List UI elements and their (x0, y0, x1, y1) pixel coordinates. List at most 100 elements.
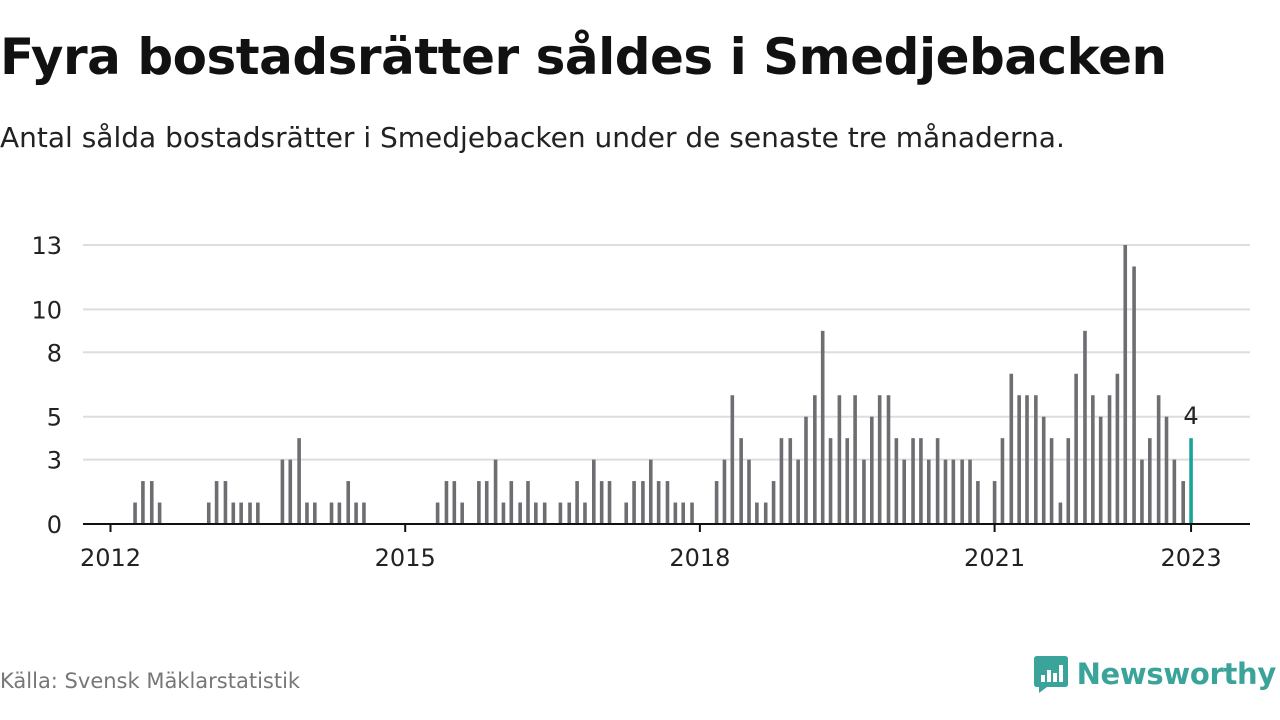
bar (1000, 438, 1005, 524)
bar (1132, 266, 1136, 524)
page-subtitle: Antal sålda bostadsrätter i Smedjebacken… (0, 121, 1065, 154)
y-tick-label: 13 (31, 232, 62, 260)
bar (870, 416, 874, 524)
bar (763, 502, 768, 524)
bar (1041, 416, 1046, 524)
gridlines (83, 244, 1250, 461)
bar (248, 502, 252, 524)
bar (804, 416, 808, 524)
bar (747, 459, 751, 524)
bar (1025, 395, 1029, 524)
bar (583, 502, 587, 524)
bar (305, 502, 309, 524)
bar (739, 438, 743, 524)
bar (477, 481, 481, 524)
bar (877, 395, 882, 524)
bar (681, 502, 685, 524)
bar (444, 481, 449, 524)
bar (935, 438, 940, 524)
bar (484, 481, 489, 524)
bar (567, 502, 572, 524)
bar (501, 502, 506, 524)
bar (624, 502, 629, 524)
bar (607, 481, 612, 524)
bar (779, 438, 784, 524)
bars (133, 245, 1193, 524)
bar (1074, 373, 1078, 524)
bar (926, 459, 931, 524)
bar (1049, 438, 1054, 524)
y-tick-label: 10 (31, 296, 62, 324)
bar (632, 481, 636, 524)
bar (992, 481, 997, 524)
bar (1115, 373, 1120, 524)
bar (313, 502, 317, 524)
bar (362, 502, 366, 524)
bar (853, 395, 857, 524)
bar (599, 481, 604, 524)
bar (919, 438, 923, 524)
x-axis-ticks: 2012 2015 2018 2021 2023 (80, 524, 1222, 572)
bar (149, 481, 154, 524)
newsworthy-logo-icon (1033, 656, 1068, 693)
bar (1156, 395, 1161, 524)
bar (297, 438, 301, 524)
bar (493, 459, 498, 524)
x-tick-label: 2015 (375, 544, 436, 572)
bar (951, 459, 956, 524)
bar (329, 502, 334, 524)
source-note: Källa: Svensk Mäklarstatistik (0, 669, 301, 693)
y-tick-label: 8 (47, 339, 62, 367)
bar (1164, 416, 1169, 524)
bar (256, 502, 260, 524)
bar (141, 481, 145, 524)
bar (796, 459, 800, 524)
bar (730, 395, 735, 524)
bar-chart: 0 3 5 8 10 13 2012 2015 2018 2021 2023 4 (31, 232, 1250, 572)
bar (1107, 395, 1112, 524)
bar (788, 438, 793, 524)
bar (656, 481, 661, 524)
bar (673, 502, 678, 524)
bar (575, 481, 579, 524)
bar (592, 459, 596, 524)
x-tick-label: 2021 (964, 544, 1025, 572)
bar (206, 502, 211, 524)
bar (1123, 245, 1128, 524)
bar (894, 438, 899, 524)
bar (346, 481, 351, 524)
bar (886, 395, 891, 524)
bar (771, 481, 776, 524)
bar (518, 502, 522, 524)
bar (214, 481, 219, 524)
bar (231, 502, 236, 524)
bar (558, 502, 563, 524)
bar (902, 459, 907, 524)
bar (288, 459, 293, 524)
bar (820, 330, 825, 524)
bar (714, 481, 719, 524)
y-axis-ticks: 0 3 5 8 10 13 (31, 232, 62, 539)
bar-latest (1189, 438, 1193, 524)
brand: Newsworthy (1033, 654, 1276, 694)
bar (534, 502, 538, 524)
bar (665, 481, 670, 524)
bar (862, 459, 866, 524)
bar (968, 459, 972, 524)
x-tick-label: 2012 (80, 544, 141, 572)
bar (1066, 438, 1071, 524)
bar (1172, 459, 1177, 524)
bar (460, 502, 464, 524)
bar (526, 481, 530, 524)
bar (690, 502, 694, 524)
bar (133, 502, 137, 524)
bar (837, 395, 842, 524)
bar (1009, 373, 1014, 524)
x-tick-label: 2023 (1161, 544, 1222, 572)
bar (722, 459, 727, 524)
bar (1034, 395, 1038, 524)
bar (239, 502, 243, 524)
bar (845, 438, 850, 524)
bar (813, 395, 817, 524)
bar (435, 502, 440, 524)
